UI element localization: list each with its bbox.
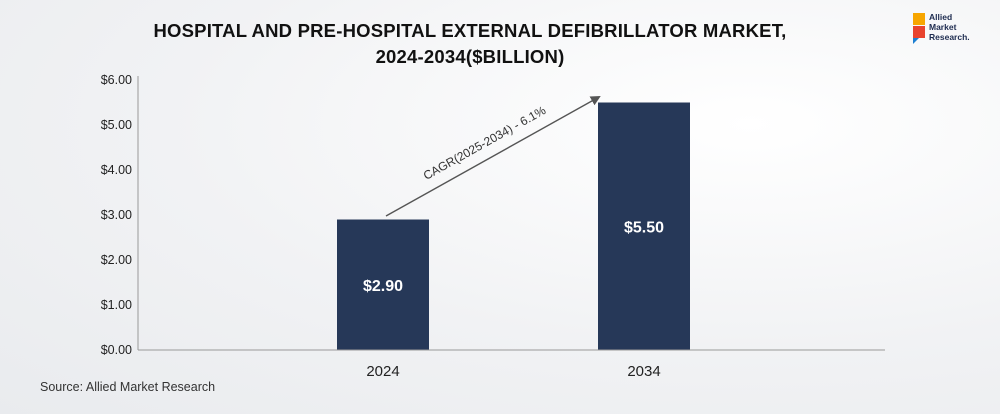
chart-title-line1: HOSPITAL AND PRE-HOSPITAL EXTERNAL DEFIB… bbox=[153, 20, 787, 41]
bars: $2.90 $5.50 bbox=[337, 102, 690, 350]
y-tick-label: $5.00 bbox=[101, 118, 132, 132]
chart-title-line2: 2024-2034($BILLION) bbox=[375, 46, 565, 67]
chart-title: HOSPITAL AND PRE-HOSPITAL EXTERNAL DEFIB… bbox=[90, 18, 850, 70]
y-tick-label: $4.00 bbox=[101, 163, 132, 177]
y-tick-label: $2.00 bbox=[101, 253, 132, 267]
logo-line1: Allied bbox=[929, 12, 953, 22]
cagr-label: CAGR(2025-2034) - 6.1% bbox=[421, 103, 549, 183]
y-tick-label: $0.00 bbox=[101, 343, 132, 357]
y-tick-label: $1.00 bbox=[101, 298, 132, 312]
y-tick-label: $3.00 bbox=[101, 208, 132, 222]
cagr-arrow bbox=[385, 96, 601, 217]
y-tick-label: $6.00 bbox=[101, 73, 132, 87]
allied-market-research-logo: Allied Market Research. bbox=[913, 10, 993, 52]
bar-2024 bbox=[337, 219, 429, 350]
logo-line3: Research. bbox=[929, 32, 970, 42]
bar-2034 bbox=[598, 102, 690, 350]
x-tick-label-2034: 2034 bbox=[627, 363, 660, 380]
logo-line2: Market bbox=[929, 22, 957, 32]
cagr-annotation: CAGR(2025-2034) - 6.1% bbox=[385, 96, 601, 217]
x-axis: 2024 2034 bbox=[138, 349, 885, 380]
data-label-2024: $2.90 bbox=[363, 278, 403, 295]
x-tick-label-2024: 2024 bbox=[366, 363, 399, 380]
data-label-2034: $5.50 bbox=[624, 219, 664, 236]
source-note: Source: Allied Market Research bbox=[40, 380, 216, 394]
y-axis: $0.00 $1.00 $2.00 $3.00 $4.00 $5.00 $6.00 bbox=[101, 73, 139, 357]
logo-text: Allied Market Research. bbox=[929, 12, 970, 42]
logo-mark-icon bbox=[913, 13, 925, 44]
